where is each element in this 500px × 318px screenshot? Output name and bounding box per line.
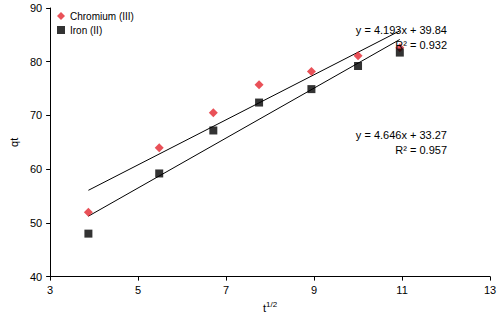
svg-text:50: 50 — [30, 217, 42, 229]
svg-text:t: t — [263, 301, 266, 314]
svg-text:y = 4.193x + 39.84: y = 4.193x + 39.84 — [356, 24, 447, 36]
svg-text:y = 4.646x + 33.27: y = 4.646x + 33.27 — [356, 129, 447, 141]
svg-text:13: 13 — [484, 284, 496, 296]
svg-text:R² = 0.957: R² = 0.957 — [395, 144, 447, 156]
svg-text:90: 90 — [30, 2, 42, 14]
svg-text:3: 3 — [47, 284, 53, 296]
svg-text:Chromium (III): Chromium (III) — [70, 11, 134, 22]
svg-text:9: 9 — [311, 284, 317, 296]
svg-text:70: 70 — [30, 109, 42, 121]
svg-text:qt: qt — [8, 138, 20, 147]
svg-text:11: 11 — [396, 284, 407, 296]
svg-text:7: 7 — [223, 284, 229, 296]
svg-text:1/2: 1/2 — [266, 300, 278, 309]
svg-text:R² = 0.932: R² = 0.932 — [395, 39, 447, 51]
svg-text:40: 40 — [30, 271, 42, 283]
svg-text:Iron (II): Iron (II) — [70, 25, 102, 36]
svg-text:80: 80 — [30, 56, 42, 68]
svg-text:5: 5 — [135, 284, 141, 296]
svg-text:60: 60 — [30, 163, 42, 175]
